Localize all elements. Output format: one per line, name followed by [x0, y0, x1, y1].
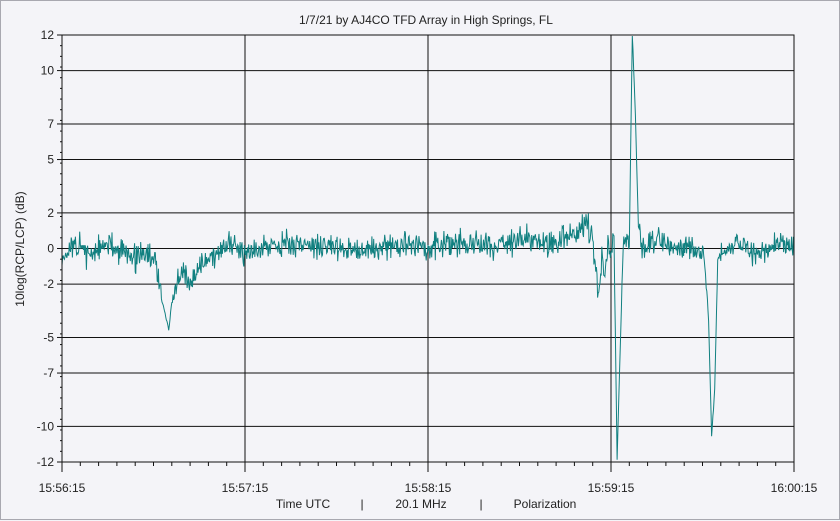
y-tick-label: 10: [41, 64, 55, 78]
data-series-line: [61, 35, 795, 460]
y-tick-label: -12: [37, 455, 55, 469]
y-tick-label: -5: [43, 330, 54, 344]
x-axis-label-time: Time UTC: [276, 497, 331, 511]
y-axis-label: 10log(RCP/LCP) (dB): [13, 191, 27, 306]
y-tick-label: 12: [41, 28, 55, 42]
y-tick-label: 7: [47, 117, 54, 131]
x-tick-label: 16:00:15: [771, 481, 818, 495]
x-tick-label: 15:57:15: [222, 481, 269, 495]
y-tick-label: -10: [37, 419, 55, 433]
plot-border: [61, 34, 795, 463]
y-tick-label: 5: [47, 153, 54, 167]
x-axis-label-mode: Polarization: [514, 497, 577, 511]
x-tick-label: 15:58:15: [405, 481, 452, 495]
x-tick-label: 15:56:15: [39, 481, 86, 495]
x-axis-label: Time UTC | 20.1 MHz | Polarization: [276, 497, 576, 511]
y-tick-label: 0: [47, 242, 54, 256]
y-tick-label: -2: [43, 277, 54, 291]
chart-title: 1/7/21 by AJ4CO TFD Array in High Spring…: [299, 13, 553, 27]
x-axis-label-separator: |: [479, 497, 482, 511]
x-tick-label: 15:59:15: [588, 481, 635, 495]
y-tick-label: 2: [47, 206, 54, 220]
y-tick-label: -7: [43, 366, 54, 380]
x-axis-label-separator: |: [360, 497, 363, 511]
x-axis-label-frequency: 20.1 MHz: [395, 497, 446, 511]
